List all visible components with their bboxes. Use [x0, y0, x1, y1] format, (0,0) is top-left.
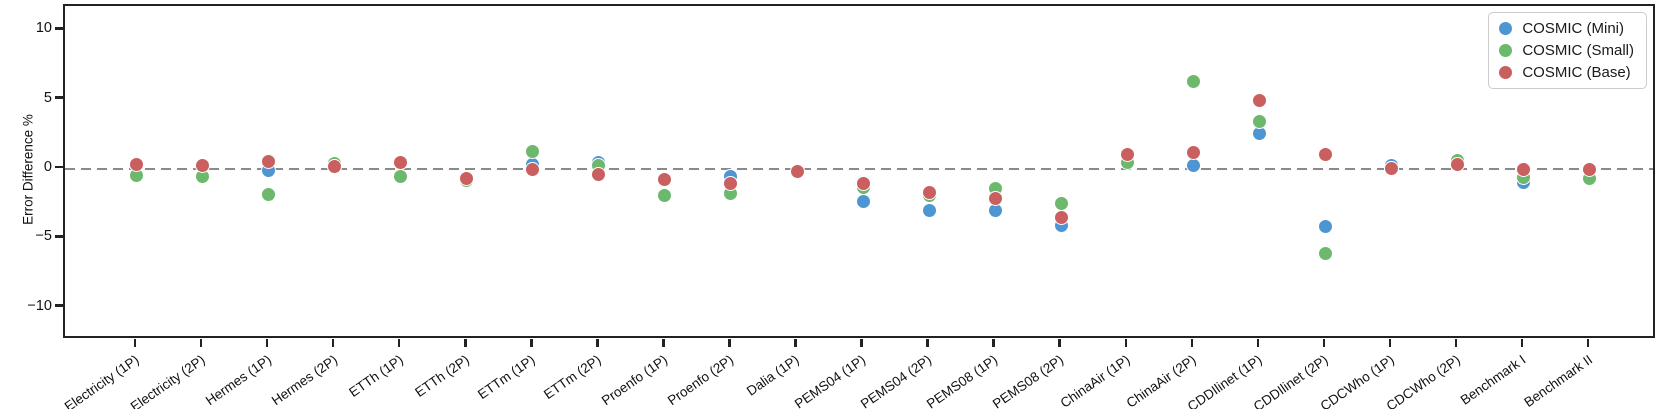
data-point: [657, 188, 673, 204]
x-tick-mark: [728, 339, 731, 347]
x-tick-label: PEMS04 (1P): [791, 352, 869, 409]
x-tick-label: PEMS08 (2P): [990, 352, 1067, 409]
x-tick-label: ETTm (2P): [541, 352, 604, 403]
y-tick-mark: [55, 165, 63, 169]
data-point: [1582, 162, 1598, 178]
x-tick-mark: [860, 339, 863, 347]
legend-label: COSMIC (Base): [1522, 64, 1631, 81]
x-tick-mark: [1454, 339, 1458, 347]
x-tick-label: CDCWho (2P): [1383, 352, 1463, 409]
data-point: [1053, 209, 1069, 225]
plot-area: COSMIC (Mini) COSMIC (Small) COSMIC (Base): [63, 4, 1655, 338]
data-point: [129, 156, 144, 172]
data-point: [525, 144, 541, 160]
x-tick-label: Hermes (1P): [202, 352, 274, 409]
legend-item: COSMIC (Small): [1499, 41, 1634, 60]
x-tick-mark: [596, 339, 599, 347]
x-tick-label: Proenfo (2P): [664, 352, 737, 409]
data-point: [1185, 73, 1201, 89]
x-tick-mark: [794, 339, 797, 347]
x-tick-label: Dalia (1P): [744, 352, 803, 399]
data-point: [525, 161, 541, 177]
y-tick-mark: [55, 304, 63, 307]
x-tick-label: ETTh (1P): [346, 352, 406, 401]
data-point: [393, 169, 409, 185]
data-point: [987, 190, 1003, 206]
data-point: [261, 186, 277, 202]
x-tick-mark: [1586, 339, 1590, 347]
x-tick-mark: [464, 339, 467, 347]
x-tick-label: ChinaAir (1P): [1057, 352, 1133, 409]
y-tick-label: −10: [27, 297, 52, 314]
data-point: [1119, 147, 1135, 163]
legend-marker-icon: [1499, 44, 1513, 57]
x-tick-mark: [1190, 339, 1194, 347]
y-tick-mark: [55, 235, 63, 238]
data-point: [1185, 145, 1201, 161]
data-point: [327, 158, 343, 174]
data-point: [1317, 219, 1333, 235]
data-point: [261, 154, 277, 170]
data-point: [1317, 147, 1333, 163]
data-point: [195, 158, 211, 174]
data-point: [789, 163, 805, 179]
x-tick-mark: [992, 339, 995, 347]
data-point: [1516, 162, 1532, 178]
zero-line: [65, 167, 1653, 171]
data-point: [921, 184, 937, 200]
x-tick-label: Proenfo (1P): [598, 352, 671, 409]
legend-item: COSMIC (Base): [1499, 63, 1634, 82]
y-tick-label: 0: [43, 158, 52, 175]
x-tick-mark: [1058, 339, 1061, 347]
legend-item: COSMIC (Mini): [1499, 19, 1634, 38]
x-tick-mark: [1256, 339, 1260, 347]
y-tick-mark: [55, 27, 63, 30]
data-point: [393, 155, 409, 171]
x-tick-mark: [530, 339, 533, 347]
x-tick-mark: [199, 339, 203, 347]
data-point: [1185, 158, 1201, 174]
legend-label: COSMIC (Small): [1522, 42, 1634, 59]
x-tick-mark: [265, 339, 269, 347]
data-point: [855, 193, 871, 209]
x-tick-label: ETTm (1P): [475, 352, 538, 403]
x-tick-mark: [133, 339, 137, 347]
x-tick-mark: [1520, 339, 1524, 347]
x-tick-mark: [1322, 339, 1326, 347]
data-point: [591, 167, 607, 183]
legend-marker-icon: [1499, 22, 1513, 35]
data-point: [1383, 160, 1399, 176]
x-tick-label: Hermes (2P): [268, 352, 340, 409]
data-point: [1251, 113, 1267, 129]
x-tick-mark: [1388, 339, 1392, 347]
x-tick-label: Electricity (2P): [127, 352, 208, 409]
data-point: [1317, 245, 1333, 261]
legend-marker-icon: [1499, 66, 1513, 79]
x-tick-mark: [662, 339, 665, 347]
x-tick-label: PEMS04 (2P): [858, 352, 935, 409]
legend-label: COSMIC (Mini): [1522, 20, 1624, 37]
data-point: [723, 175, 739, 191]
data-point: [855, 176, 871, 192]
x-tick-mark: [926, 339, 929, 347]
x-tick-mark: [331, 339, 335, 347]
x-tick-label: Benchmark I: [1457, 352, 1529, 408]
data-point: [1251, 93, 1267, 108]
x-tick-label: PEMS08 (1P): [924, 352, 1001, 409]
x-tick-label: Benchmark II: [1520, 352, 1595, 409]
legend: COSMIC (Mini) COSMIC (Small) COSMIC (Base): [1488, 12, 1647, 89]
y-tick-label: 5: [43, 89, 52, 106]
data-point: [459, 170, 475, 186]
data-point: [1053, 195, 1069, 211]
data-point: [921, 202, 937, 218]
x-tick-label: ETTh (2P): [412, 352, 472, 401]
y-tick-label: 10: [35, 20, 52, 37]
y-tick-label: −5: [35, 228, 52, 245]
x-tick-mark: [397, 339, 401, 347]
x-tick-mark: [1124, 339, 1127, 347]
data-point: [1450, 156, 1465, 172]
y-tick-mark: [55, 96, 63, 99]
data-point: [657, 172, 673, 188]
